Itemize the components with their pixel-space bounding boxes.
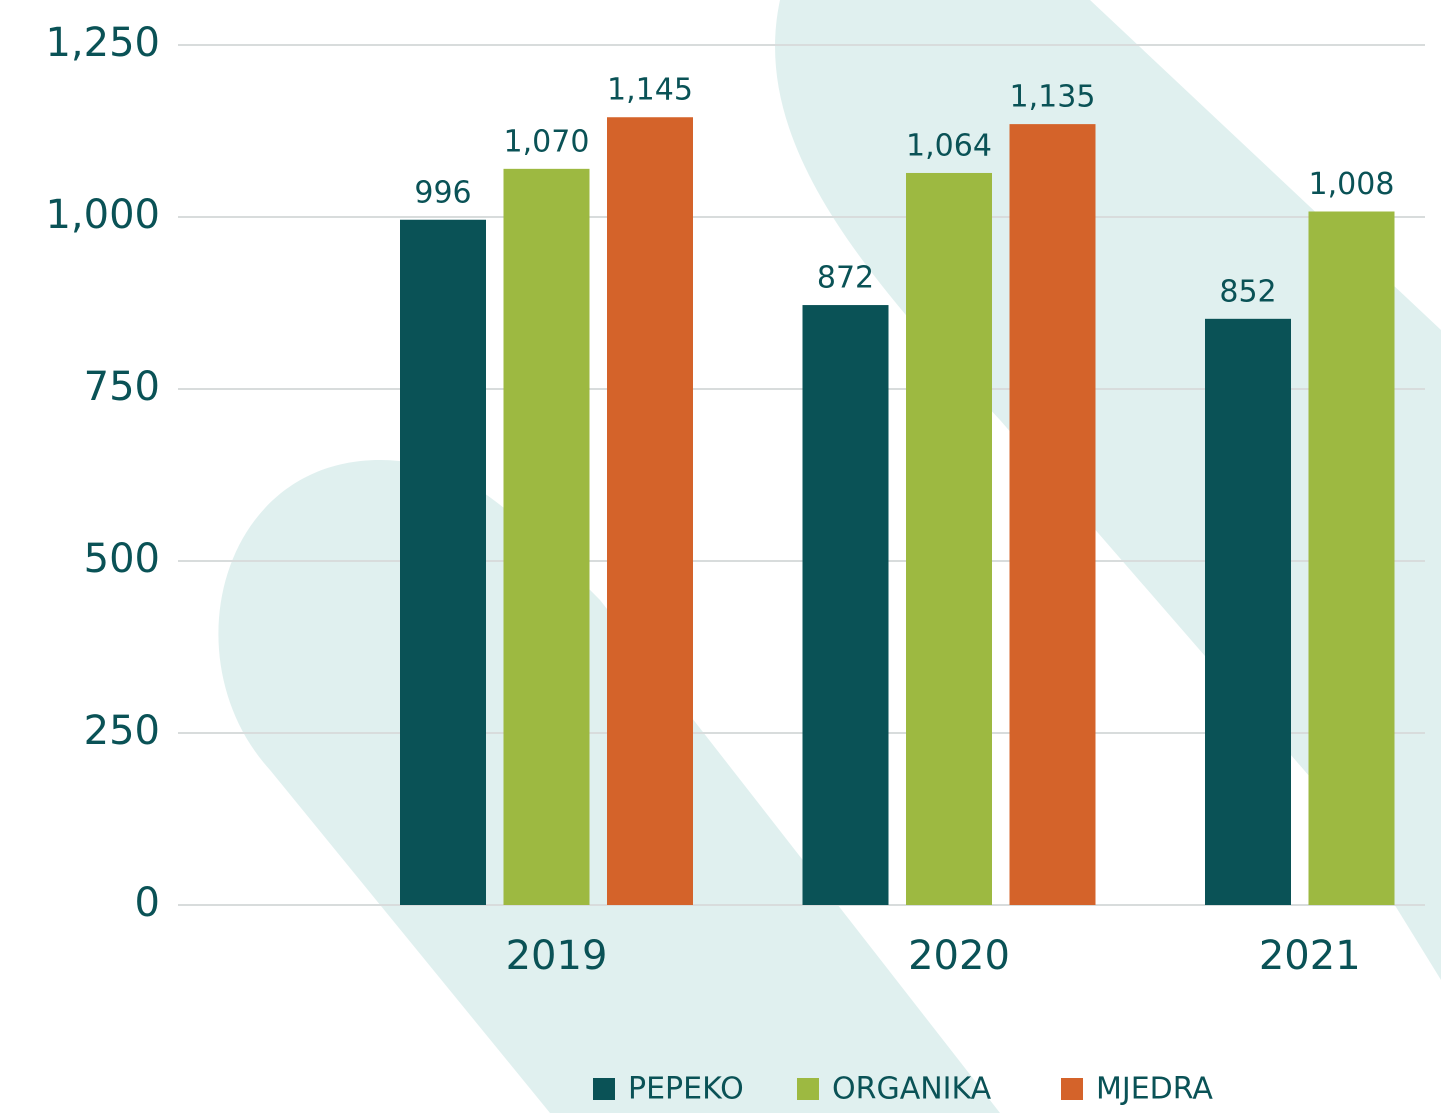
x-tick-label: 2020 xyxy=(908,933,1010,979)
value-label: 996 xyxy=(414,175,471,210)
bar xyxy=(400,220,486,905)
value-label: 1,135 xyxy=(1010,80,1096,115)
bar xyxy=(906,173,992,905)
page: 0 250 500 750 1,000 1,250 996 1,070 1,145 2019 872… xyxy=(0,0,1441,1113)
legend-label: MJEDRA xyxy=(1096,1072,1213,1107)
bar xyxy=(1205,319,1291,905)
chart: 0 250 500 750 1,000 1,250 996 1,070 1,145 2019 872… xyxy=(0,0,1441,1113)
value-label: 872 xyxy=(817,261,874,296)
value-label: 1,145 xyxy=(607,73,693,108)
y-tick-label: 0 xyxy=(135,880,160,926)
bar xyxy=(607,117,693,905)
y-tick-label: 750 xyxy=(84,364,160,410)
bar xyxy=(504,169,590,905)
y-tick-label: 1,000 xyxy=(45,192,160,238)
value-label: 1,008 xyxy=(1309,167,1395,202)
legend-swatch xyxy=(797,1078,819,1100)
bar xyxy=(803,305,889,905)
bar xyxy=(1309,211,1395,905)
x-tick-label: 2021 xyxy=(1259,933,1361,979)
legend-label: PEPEKO xyxy=(628,1072,744,1107)
y-tick-label: 1,250 xyxy=(45,20,160,66)
legend-label: ORGANIKA xyxy=(832,1072,992,1107)
x-tick-label: 2019 xyxy=(506,933,608,979)
value-label: 852 xyxy=(1219,274,1276,309)
legend-swatch xyxy=(593,1078,615,1100)
value-label: 1,064 xyxy=(906,128,992,163)
y-tick-label: 500 xyxy=(84,536,160,582)
value-label: 1,070 xyxy=(504,124,590,159)
y-tick-label: 250 xyxy=(84,708,160,754)
bar xyxy=(1010,124,1096,905)
legend-swatch xyxy=(1061,1078,1083,1100)
